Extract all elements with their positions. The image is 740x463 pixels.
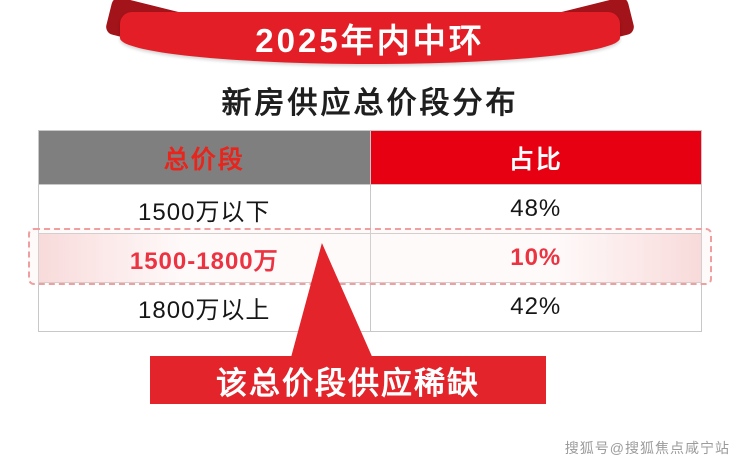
page-title: 2025年内中环 <box>255 22 485 59</box>
callout-text: 该总价段供应稀缺 <box>216 365 480 401</box>
row-value: 48% <box>510 195 562 222</box>
ribbon-band: 2025年内中环 <box>120 12 620 64</box>
row-label: 1500万以下 <box>39 185 371 233</box>
row-label: 1500-1800万 <box>39 234 371 282</box>
header-price-range: 总价段 <box>39 131 371 184</box>
row-label: 1800万以上 <box>39 283 371 331</box>
table-header-row: 总价段 占比 <box>39 131 701 184</box>
watermark: 搜狐号@搜狐焦点咸宁站 <box>564 440 730 456</box>
callout-banner: 该总价段供应稀缺 <box>150 356 546 404</box>
title-ribbon: 2025年内中环 <box>104 0 636 64</box>
table-row: 1500万以下 48% <box>39 184 701 233</box>
table-row-highlighted: 1500-1800万 10% <box>39 233 701 282</box>
header-share: 占比 <box>370 131 701 184</box>
price-distribution-table: 总价段 占比 1500万以下 48% 1500-1800万 10% 1800万以… <box>38 130 702 332</box>
page-subtitle: 新房供应总价段分布 <box>221 87 519 120</box>
row-value: 42% <box>510 293 562 320</box>
row-value: 10% <box>510 244 562 271</box>
table-row: 1800万以上 42% <box>39 282 701 331</box>
